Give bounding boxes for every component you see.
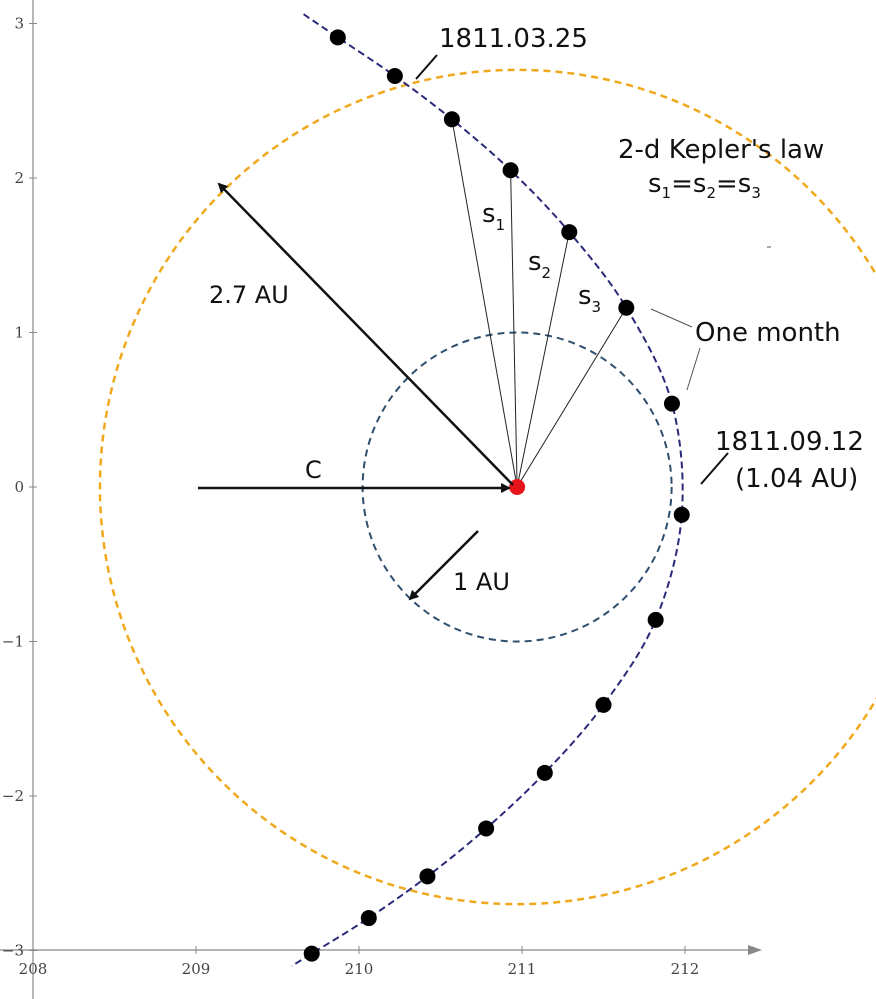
y-tick-label: −3 [2, 942, 24, 960]
sector-line [516, 307, 627, 488]
y-tick-label: 0 [14, 478, 24, 496]
comet-position-dot [386, 68, 403, 85]
comet-position-dot [303, 945, 320, 962]
label-kepler-equation: s1=s2=s3 [648, 169, 761, 202]
pointer-one-month-b [686, 347, 701, 391]
x-tick-label: 211 [508, 960, 537, 978]
label-kepler-title: 2-d Kepler's law [618, 135, 824, 165]
label-s3: s3 [578, 281, 601, 316]
comet-position-dot [478, 820, 495, 837]
outer-circle-2-7-au [98, 68, 876, 906]
comet-position-dot [419, 868, 436, 885]
sector-line [451, 119, 518, 488]
arrow-2-7-au [217, 182, 514, 486]
label-radius-earth: 1 AU [453, 568, 510, 596]
y-tick-label: 1 [14, 324, 24, 342]
y-tick-label: 2 [14, 169, 24, 187]
label-one-month: One month [695, 318, 841, 348]
comet-position-dot [595, 696, 612, 713]
kepler-sector-lines [451, 119, 627, 488]
x-tick-label: 209 [182, 960, 211, 978]
pointer-one-month-a [650, 308, 693, 328]
label-c: C [305, 456, 322, 484]
label-radius-outer: 2.7 AU [209, 281, 289, 309]
comet-position-dot [647, 611, 664, 628]
comet-position-dot [443, 111, 460, 128]
comet-position-dot [618, 299, 635, 316]
x-tick-label: 212 [671, 960, 700, 978]
y-tick-label: 3 [14, 15, 24, 33]
y-tick-label: −2 [2, 787, 24, 805]
label-peri-dist: (1.04 AU) [735, 464, 858, 494]
pointer-1811-03-25 [415, 54, 438, 80]
comet-positions [303, 29, 690, 962]
comet-position-dot [360, 910, 377, 927]
label-s2: s2 [528, 247, 551, 282]
comet-position-dot [536, 764, 553, 781]
y-tick-label: −1 [2, 633, 24, 651]
x-tick-label: 208 [19, 960, 48, 978]
sector-line [516, 231, 570, 488]
sector-line [510, 170, 518, 488]
pointer-1811-09-12 [700, 452, 729, 485]
comet-position-dot [502, 162, 519, 179]
comet-position-dot [329, 29, 346, 46]
arrow-1-au [408, 530, 479, 601]
label-date-peri: 1811.09.12 [715, 427, 864, 457]
comet-position-dot [561, 224, 578, 241]
x-tick-label: 210 [345, 960, 374, 978]
sun-marker [509, 479, 526, 495]
comet-position-dot [663, 395, 680, 412]
comet-position-dot [673, 506, 690, 523]
label-s1: s1 [482, 199, 505, 234]
label-date-start: 1811.03.25 [439, 24, 588, 54]
